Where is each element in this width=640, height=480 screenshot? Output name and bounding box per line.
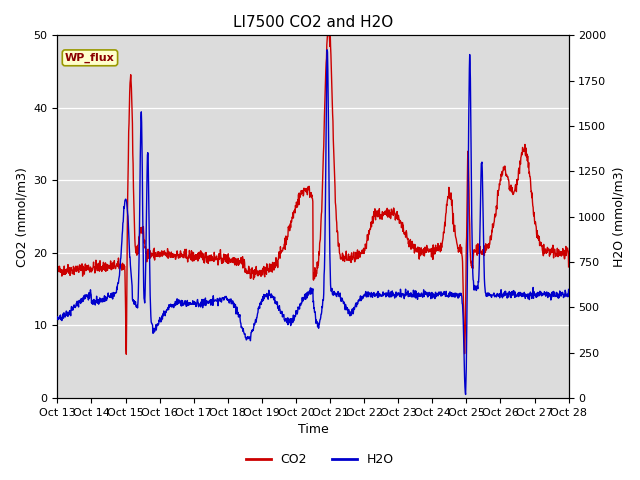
X-axis label: Time: Time — [298, 423, 328, 436]
Y-axis label: H2O (mmol/m3): H2O (mmol/m3) — [612, 167, 625, 267]
Y-axis label: CO2 (mmol/m3): CO2 (mmol/m3) — [15, 167, 28, 266]
Legend: CO2, H2O: CO2, H2O — [241, 448, 399, 471]
Title: LI7500 CO2 and H2O: LI7500 CO2 and H2O — [233, 15, 393, 30]
Text: WP_flux: WP_flux — [65, 53, 115, 63]
